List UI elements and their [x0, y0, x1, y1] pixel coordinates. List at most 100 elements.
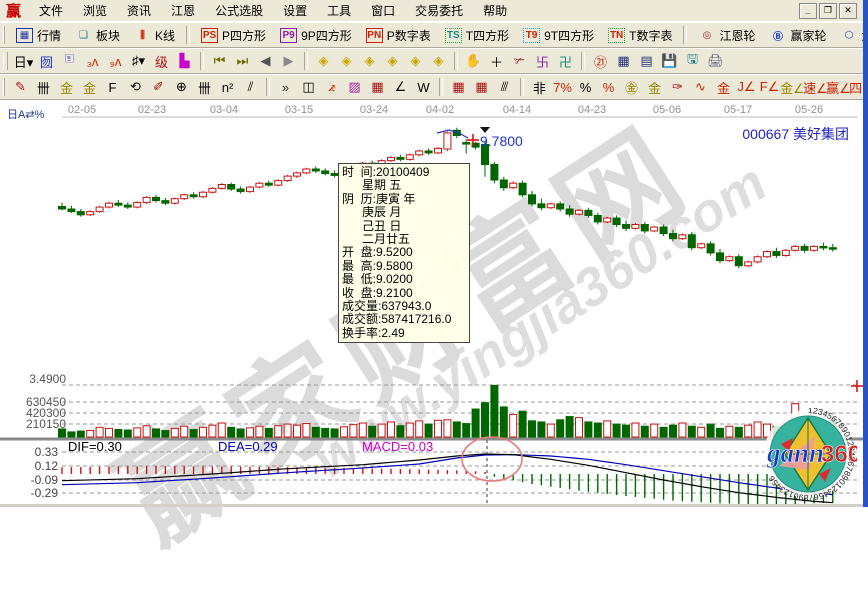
candle[interactable]	[556, 203, 565, 210]
candle[interactable]	[217, 184, 226, 189]
candle[interactable]	[199, 191, 207, 198]
volume-bar[interactable]	[208, 424, 217, 438]
grid-red-1-icon[interactable]: ▦	[452, 79, 465, 94]
hexagon-button[interactable]: ⬡ 六角形	[834, 25, 863, 45]
menu-item-江恩[interactable]: 江恩	[171, 3, 196, 18]
volume-bar[interactable]	[255, 425, 264, 438]
volume-bar[interactable]	[396, 425, 405, 438]
a-wave-icon[interactable]: ∿	[695, 79, 706, 94]
volume-bar[interactable]	[368, 425, 377, 438]
volume-bar[interactable]	[622, 424, 630, 438]
volume-bar[interactable]	[114, 428, 123, 438]
candle[interactable]	[189, 194, 198, 198]
period-indicator[interactable]: 日A⇄%	[7, 109, 45, 121]
menu-item-帮助[interactable]: 帮助	[483, 3, 508, 18]
candle[interactable]	[180, 194, 189, 200]
candle[interactable]	[86, 211, 95, 216]
volume-bar[interactable]	[424, 423, 433, 438]
candle[interactable]	[255, 182, 264, 188]
candle[interactable]	[678, 234, 687, 240]
volume-bar[interactable]	[217, 422, 226, 438]
volume-bar[interactable]	[236, 428, 245, 438]
four-angle-icon[interactable]: 四∠	[849, 80, 863, 96]
volume-bar[interactable]	[659, 426, 668, 438]
candle[interactable]	[828, 247, 837, 250]
candle[interactable]	[76, 211, 85, 216]
candle[interactable]	[537, 203, 546, 209]
volume-bar[interactable]	[434, 419, 442, 438]
last-page-icon[interactable]: ⏭	[236, 53, 249, 68]
zigzag-w-icon[interactable]: W	[417, 79, 430, 95]
volume-bar[interactable]	[133, 427, 142, 438]
kline-mode-icon[interactable]: 级	[154, 54, 168, 70]
candle[interactable]	[509, 182, 518, 189]
candle[interactable]	[152, 196, 160, 202]
zone-box-icon[interactable]: 囫	[39, 54, 53, 70]
restore-button[interactable]: ❐	[819, 2, 837, 19]
fan-lines-icon[interactable]: ⦨	[327, 79, 336, 94]
candle[interactable]	[142, 196, 151, 204]
volume-bar[interactable]	[481, 402, 489, 438]
speed-angle-icon[interactable]: 速∠	[803, 80, 828, 96]
volume-bar[interactable]	[640, 425, 649, 438]
volume-bar[interactable]	[152, 428, 160, 438]
volume-bar[interactable]	[358, 422, 367, 438]
gann-arrow-v-icon[interactable]: ◈	[410, 53, 421, 68]
volume-bar[interactable]	[142, 425, 151, 438]
candle[interactable]	[443, 132, 452, 150]
gold-angle-icon[interactable]: 金∠	[780, 80, 805, 96]
candle[interactable]	[123, 204, 132, 208]
hand-icon[interactable]: ✋	[465, 53, 482, 68]
volume-bar[interactable]	[199, 426, 207, 438]
wave-9-icon[interactable]: ₉ʌ	[109, 53, 122, 69]
crosshair-icon[interactable]: ＋	[489, 54, 503, 70]
candle[interactable]	[321, 170, 330, 175]
candle[interactable]	[603, 217, 612, 223]
wave-3-icon[interactable]: ₃ʌ	[86, 53, 99, 69]
gold-line-2-icon[interactable]: 金	[716, 80, 730, 96]
gold-line-icon[interactable]: 金	[647, 80, 661, 96]
volume-bar[interactable]	[612, 423, 621, 438]
gann-arrow-left-icon[interactable]: ◈	[318, 53, 329, 68]
candle[interactable]	[293, 172, 301, 177]
gold-comb-2-icon[interactable]: 金	[82, 80, 96, 96]
percent-line-icon[interactable]: %	[602, 79, 615, 95]
p-square-button[interactable]: PS P四方形	[194, 25, 273, 45]
volume-bar[interactable]	[584, 421, 593, 438]
candle[interactable]	[781, 249, 790, 256]
candle[interactable]	[546, 203, 555, 209]
kline-button[interactable]: ⫼ K线	[127, 25, 182, 45]
candle[interactable]	[434, 147, 442, 154]
candle[interactable]	[161, 200, 170, 204]
blocks-button[interactable]: ❏ 板块	[68, 25, 127, 45]
box-grid-icon[interactable]: ▦	[371, 79, 384, 94]
volume-bar[interactable]	[452, 421, 461, 438]
volume-bar[interactable]	[462, 423, 471, 438]
volume-bar[interactable]	[509, 413, 518, 438]
menu-item-浏览[interactable]: 浏览	[83, 3, 108, 18]
volume-bar[interactable]	[274, 425, 283, 438]
comb-2-icon[interactable]: 卌	[197, 80, 211, 96]
candle[interactable]	[405, 154, 414, 160]
volume-bar[interactable]	[283, 423, 292, 438]
volume-bar[interactable]	[76, 430, 85, 438]
calendar-21-icon[interactable]: ㉑	[593, 54, 607, 70]
menu-item-工具[interactable]: 工具	[327, 3, 352, 18]
volume-bar[interactable]	[377, 423, 386, 438]
knot-teal-icon[interactable]: 卍	[558, 54, 572, 70]
f-angle-icon[interactable]: F∠	[759, 79, 780, 94]
brush-icon[interactable]: ✎	[15, 79, 26, 94]
export-web-icon[interactable]: 🖫	[686, 51, 699, 66]
candle[interactable]	[810, 245, 818, 251]
volume-bar[interactable]	[387, 421, 395, 438]
volume-bar[interactable]	[227, 426, 236, 438]
volume-bar[interactable]	[180, 425, 189, 438]
volume-bar[interactable]	[631, 422, 640, 438]
candle[interactable]	[593, 214, 602, 223]
tick-bar-icon[interactable]: 非	[532, 80, 546, 96]
candle[interactable]	[490, 164, 499, 181]
comb-icon[interactable]: 卌	[36, 80, 50, 96]
candle[interactable]	[227, 184, 236, 190]
grid-red-2-icon[interactable]: ▦	[475, 79, 488, 94]
volume-bar[interactable]	[123, 429, 132, 438]
